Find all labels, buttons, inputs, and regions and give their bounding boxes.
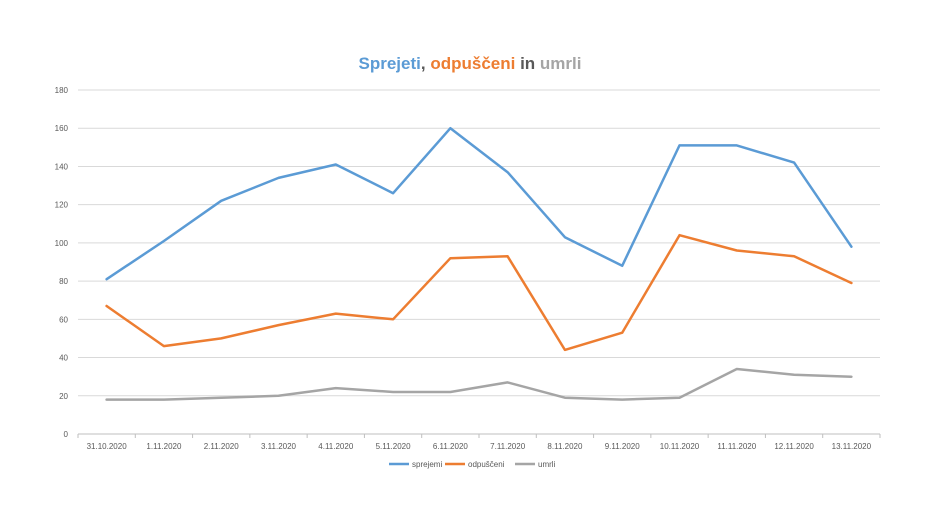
x-tick-label: 4.11.2020 <box>318 442 354 451</box>
series-line-umrli <box>105 367 853 401</box>
chart-title-part: in <box>515 54 540 73</box>
chart-title-part: umrli <box>539 54 582 73</box>
x-tick-label: 3.11.2020 <box>261 442 297 451</box>
y-tick-label: 60 <box>59 315 68 324</box>
x-tick-label: 12.11.2020 <box>774 442 814 451</box>
series-lines <box>105 126 853 401</box>
y-tick-label: 180 <box>55 86 69 95</box>
x-tick-label: 6.11.2020 <box>433 442 469 451</box>
y-tick-label: 20 <box>59 392 68 401</box>
y-tick-label: 140 <box>55 162 69 171</box>
x-tick-label: 2.11.2020 <box>204 442 240 451</box>
x-tick-label: 8.11.2020 <box>547 442 583 451</box>
y-tick-label: 100 <box>55 239 69 248</box>
x-tick-label: 13.11.2020 <box>832 442 872 451</box>
x-tick-label: 9.11.2020 <box>605 442 641 451</box>
chart-title: Sprejeti, odpuščeni in umrli <box>0 54 940 74</box>
legend-label: odpuščeni <box>468 460 505 469</box>
y-tick-label: 80 <box>59 277 68 286</box>
y-tick-label: 0 <box>64 430 69 439</box>
x-tick-label: 10.11.2020 <box>660 442 700 451</box>
axes: 0 20 40 60 80 100 120 140 160 180 31.10.2020 1.11.2… <box>55 86 881 451</box>
series-line-sprejemi <box>105 126 853 281</box>
chart-title-part: Sprejeti <box>358 54 421 73</box>
series-line-odpuščeni <box>105 233 853 352</box>
chart-title-part: , <box>420 54 431 73</box>
legend-label: sprejemi <box>412 460 442 469</box>
y-tick-label: 40 <box>59 354 68 363</box>
legend: sprejemi odpuščeni umrli <box>389 460 556 469</box>
x-tick-label: 11.11.2020 <box>717 442 756 451</box>
chart-title-part: odpuščeni <box>430 54 516 73</box>
x-tick-label: 31.10.2020 <box>87 442 128 451</box>
x-tick-label: 5.11.2020 <box>376 442 412 451</box>
legend-label: umrli <box>538 460 556 469</box>
y-tick-label: 120 <box>55 201 69 210</box>
x-tick-label: 7.11.2020 <box>490 442 526 451</box>
x-tick-label: 1.11.2020 <box>146 442 182 451</box>
gridlines <box>78 89 880 397</box>
y-tick-label: 160 <box>55 124 69 133</box>
